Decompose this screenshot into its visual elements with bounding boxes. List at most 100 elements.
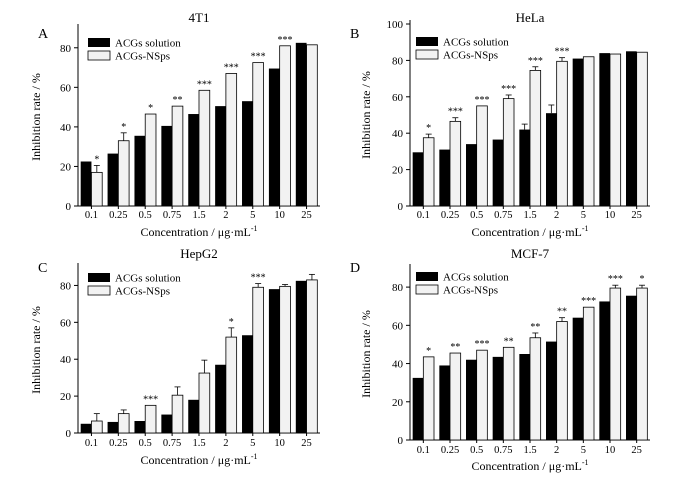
bar-acgs-nsps — [422, 137, 435, 207]
significance-marker: ** — [530, 322, 540, 333]
significance-marker: ** — [504, 336, 514, 347]
x-axis-label-text: Concentration / μg·mL — [471, 225, 581, 239]
bar-acgs-solution — [188, 114, 199, 206]
y-tick-label: 80 — [60, 280, 72, 292]
bar-acgs-solution — [626, 295, 637, 440]
legend-label: ACGs-NSps — [115, 286, 170, 298]
significance-marker: ** — [450, 342, 460, 353]
x-tick-label: 0.5 — [139, 210, 152, 221]
y-tick-label: 80 — [392, 282, 404, 294]
bar-acgs-solution — [519, 354, 530, 440]
bar-acgs-solution — [466, 144, 477, 206]
bar-acgs-solution — [492, 356, 504, 440]
legend-label: ACGs-NSps — [443, 50, 498, 62]
significance-marker: *** — [475, 339, 490, 350]
bar-acgs-solution — [439, 149, 450, 206]
bar-acgs-solution — [268, 68, 280, 207]
bar-acgs-nsps — [476, 105, 488, 207]
bar-acgs-nsps — [91, 171, 103, 207]
bar-acgs-solution — [215, 106, 226, 206]
bar-acgs-solution — [466, 359, 477, 440]
bar-acgs-solution — [546, 341, 557, 440]
y-tick-label: 20 — [60, 161, 72, 173]
bar-acgs-nsps — [582, 306, 595, 441]
x-tick-label: 25 — [301, 438, 312, 449]
bar-acgs-nsps — [609, 53, 622, 207]
y-tick-label: 0 — [66, 201, 72, 213]
x-tick-label: 10 — [605, 445, 616, 456]
x-tick-label: 2 — [223, 438, 228, 449]
x-tick-label: 1.5 — [192, 210, 205, 221]
x-tick-label: 25 — [631, 445, 642, 456]
x-tick-label: 0.75 — [494, 210, 512, 221]
bar-acgs-solution — [492, 139, 504, 206]
x-axis-label-superscript: -1 — [582, 458, 589, 467]
y-tick-label: 60 — [60, 317, 72, 329]
y-tick-label: 60 — [392, 92, 404, 104]
legend-label: ACGs solution — [115, 273, 181, 285]
bar-acgs-solution — [80, 423, 92, 433]
bar-acgs-solution — [80, 161, 92, 206]
bar-acgs-nsps — [502, 346, 515, 441]
significance-marker: * — [121, 122, 126, 133]
legend-swatch-acgs-solution — [416, 37, 438, 46]
legend-label: ACGs solution — [443, 37, 509, 49]
x-axis-label-text: Concentration / μg·mL — [140, 225, 250, 239]
bar-acgs-solution — [161, 125, 173, 206]
significance-marker: ** — [172, 95, 182, 106]
x-tick-label: 1.5 — [523, 210, 536, 221]
x-tick-label: 0.1 — [417, 210, 430, 221]
bar-acgs-solution — [572, 58, 584, 206]
panel-letter: D — [350, 261, 360, 276]
bar-acgs-solution — [188, 399, 199, 433]
significance-marker: *** — [475, 95, 490, 106]
bar-acgs-nsps — [252, 286, 264, 434]
bar-acgs-solution — [412, 377, 424, 440]
x-tick-label: 1.5 — [523, 445, 536, 456]
x-tick-label: 25 — [631, 210, 642, 221]
significance-marker: *** — [555, 47, 570, 58]
bar-acgs-solution — [572, 317, 584, 440]
x-axis-label-text: Concentration / μg·mL — [471, 459, 581, 473]
significance-marker: *** — [581, 296, 596, 307]
significance-marker: * — [640, 274, 645, 285]
bar-acgs-nsps — [279, 285, 291, 434]
significance-marker: *** — [224, 62, 239, 73]
bar-acgs-solution — [242, 101, 253, 206]
bar-acgs-solution — [215, 364, 226, 433]
significance-marker: *** — [197, 79, 212, 90]
bar-acgs-nsps — [636, 287, 648, 441]
x-tick-label: 0.75 — [163, 438, 181, 449]
panel-letter: A — [38, 27, 49, 42]
x-axis-label: Concentration / μg·mL-1 — [140, 452, 257, 467]
significance-marker: *** — [278, 35, 293, 46]
y-axis-label: Inhibition rate / % — [29, 73, 43, 161]
bar-acgs-nsps — [449, 352, 462, 441]
legend-swatch-acgs-nsps — [415, 284, 439, 295]
bar-acgs-solution — [519, 129, 530, 206]
bar-acgs-nsps — [476, 349, 488, 441]
bar-acgs-nsps — [556, 321, 568, 441]
bar-acgs-solution — [161, 414, 173, 433]
bar-acgs-nsps — [449, 120, 462, 207]
bar-acgs-solution — [599, 301, 610, 440]
bar-acgs-nsps — [609, 287, 622, 441]
bar-acgs-nsps — [252, 62, 264, 207]
bar-acgs-nsps — [279, 45, 291, 207]
x-tick-label: 10 — [274, 210, 285, 221]
bar-acgs-nsps — [225, 73, 238, 207]
chart-title: HepG2 — [180, 246, 218, 261]
x-tick-label: 5 — [250, 438, 255, 449]
y-tick-label: 20 — [392, 165, 404, 177]
y-axis-label: Inhibition rate / % — [359, 71, 373, 159]
legend-swatch-acgs-solution — [88, 273, 110, 282]
x-tick-label: 10 — [605, 210, 616, 221]
x-tick-label: 0.75 — [494, 445, 512, 456]
x-tick-label: 10 — [274, 438, 285, 449]
bar-acgs-nsps — [171, 394, 184, 434]
significance-marker: *** — [448, 107, 463, 118]
x-axis-label-superscript: -1 — [251, 452, 258, 461]
